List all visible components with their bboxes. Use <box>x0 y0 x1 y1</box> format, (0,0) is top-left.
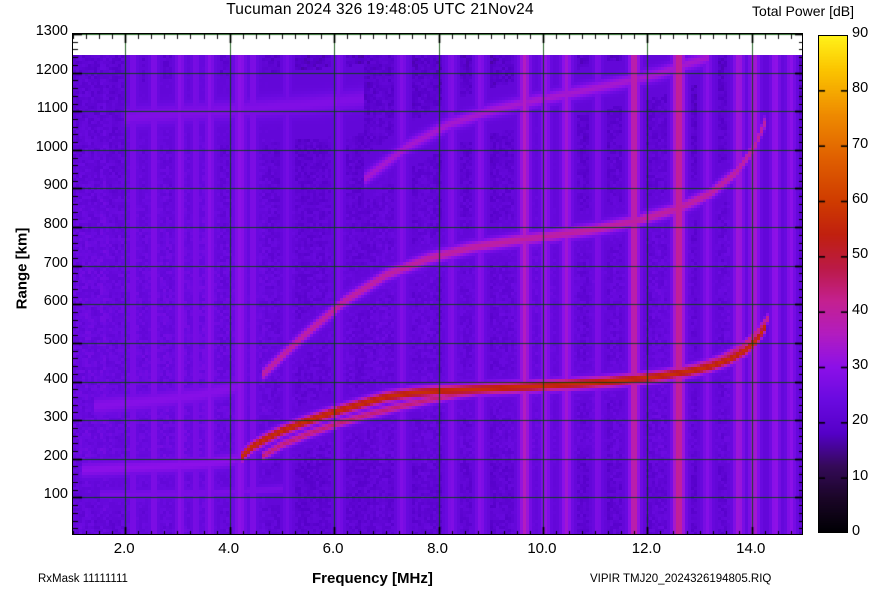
page-title: Tucuman 2024 326 19:48:05 UTC 21Nov24 <box>226 1 534 18</box>
x-tick-label: 4.0 <box>218 540 240 557</box>
colorbar-tick-label: 40 <box>852 301 869 318</box>
colorbar-tick-label: 70 <box>852 135 869 152</box>
colorbar <box>818 35 848 533</box>
file-id-label: VIPIR TMJ20_2024326194805.RIQ <box>590 573 772 585</box>
x-tick-label: 6.0 <box>322 540 344 557</box>
ionogram-plot-area[interactable] <box>72 33 803 535</box>
colorbar-gradient <box>819 36 847 532</box>
y-tick-label: 200 <box>43 447 68 464</box>
ionogram-heatmap-canvas <box>73 34 802 534</box>
y-tick-label: 1000 <box>35 138 68 155</box>
y-tick-label: 1300 <box>35 23 68 39</box>
y-axis-tick-labels: 100 200 300 400 500 600 700 800 900 1000 1100 1200 1… <box>0 23 68 535</box>
y-tick-label: 1200 <box>35 61 68 78</box>
rxmask-label: RxMask 11111111 <box>38 573 128 585</box>
colorbar-tick-label: 50 <box>852 246 869 263</box>
y-tick-label: 600 <box>43 293 68 310</box>
y-tick-label: 300 <box>43 409 68 426</box>
x-axis-tick-labels: 2.0 4.0 6.0 8.0 10.0 12.0 14.0 <box>72 538 803 564</box>
colorbar-tick-label: 0 <box>852 523 861 539</box>
colorbar-tick-label: 90 <box>852 25 869 41</box>
x-axis-label: Frequency [MHz] <box>312 570 433 587</box>
y-tick-label: 800 <box>43 216 68 233</box>
colorbar-tick-labels: 0 10 20 30 40 50 60 70 80 90 <box>852 25 884 539</box>
x-tick-label: 10.0 <box>527 540 557 557</box>
colorbar-tick-label: 30 <box>852 357 869 373</box>
x-tick-label: 14.0 <box>736 540 766 557</box>
y-tick-label: 500 <box>43 331 68 348</box>
y-tick-label: 1100 <box>36 100 68 117</box>
ionogram-image <box>73 34 802 534</box>
colorbar-title: Total Power [dB] <box>752 3 854 19</box>
colorbar-tick-label: 60 <box>852 191 869 207</box>
colorbar-tick-label: 20 <box>852 412 869 429</box>
x-tick-label: 12.0 <box>631 540 661 557</box>
y-tick-label: 100 <box>43 486 68 503</box>
y-tick-label: 400 <box>43 370 68 387</box>
y-tick-label: 700 <box>43 254 68 271</box>
colorbar-tick-label: 10 <box>852 467 869 484</box>
x-tick-label: 2.0 <box>113 540 135 557</box>
colorbar-tick-label: 80 <box>852 80 869 97</box>
x-tick-label: 8.0 <box>427 540 448 557</box>
y-tick-label: 900 <box>43 177 68 194</box>
